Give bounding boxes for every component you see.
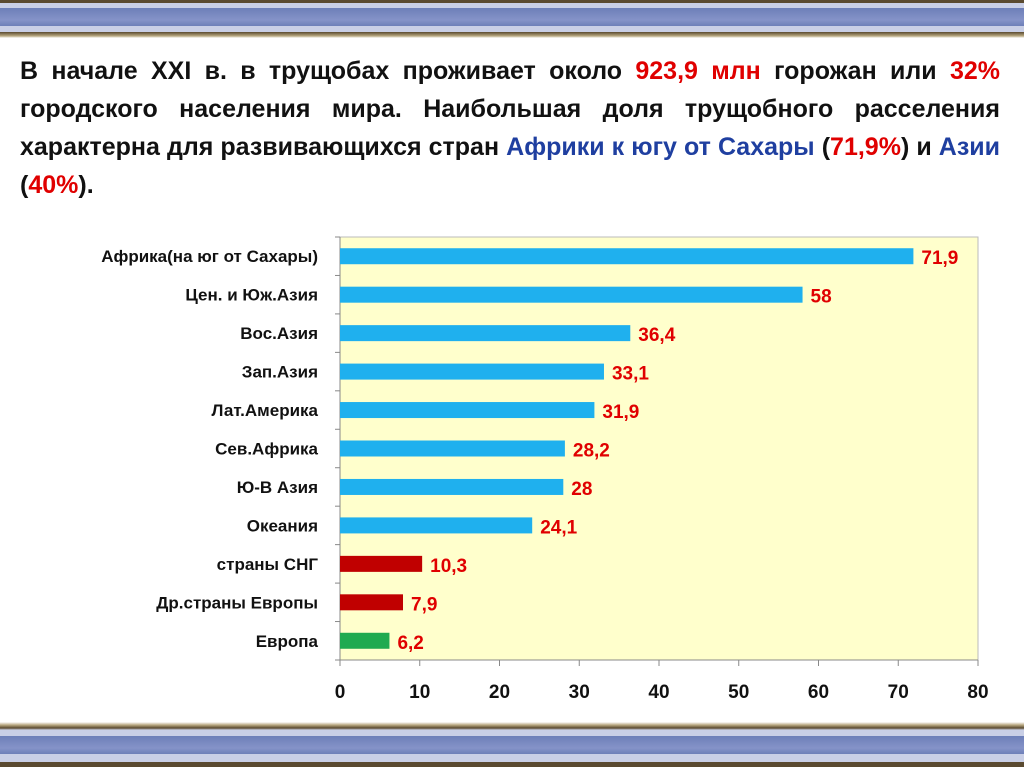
bar — [340, 478, 564, 495]
x-tick-label: 50 — [728, 682, 749, 703]
text-part: ( — [814, 133, 831, 161]
highlight-asia-percent: 40% — [28, 171, 79, 199]
text-part: ). — [78, 171, 94, 199]
x-tick-label: 30 — [569, 682, 590, 703]
bar — [340, 325, 631, 342]
intro-paragraph: В начале XXI в. в трущобах проживает око… — [20, 52, 1000, 204]
bar — [340, 402, 595, 419]
highlight-slum-population: 923,9 млн — [635, 57, 761, 85]
bar — [340, 286, 803, 303]
x-tick-label: 40 — [648, 682, 669, 703]
highlight-asia: Азии — [938, 133, 1000, 161]
x-tick-label: 20 — [489, 682, 510, 703]
category-label: Др.страны Европы — [156, 593, 318, 612]
text-part: горожан или — [760, 57, 950, 85]
bar — [340, 248, 914, 265]
text-part: ) и — [900, 133, 939, 161]
data-label: 7,9 — [411, 594, 437, 615]
highlight-percent: 32% — [949, 57, 1000, 85]
decorative-top-border — [0, 0, 1024, 40]
bar — [340, 555, 423, 572]
bar — [340, 517, 533, 534]
bar — [340, 594, 404, 611]
data-label: 24,1 — [540, 517, 577, 538]
data-label: 58 — [811, 287, 832, 308]
x-tick-label: 70 — [888, 682, 909, 703]
data-label: 6,2 — [397, 633, 423, 654]
x-tick-label: 80 — [967, 682, 988, 703]
bar — [340, 632, 390, 649]
category-label: Африка(на юг от Сахары) — [101, 247, 318, 266]
x-tick-label: 60 — [808, 682, 829, 703]
category-label: Океания — [247, 516, 318, 535]
highlight-africa: Африки к югу от Сахары — [506, 133, 815, 161]
category-label: страны СНГ — [217, 555, 319, 574]
bar — [340, 440, 565, 457]
category-label: Зап.Азия — [242, 363, 318, 382]
data-label: 10,3 — [430, 556, 467, 577]
data-label: 31,9 — [602, 402, 639, 423]
decorative-bottom-border — [0, 722, 1024, 767]
category-label: Европа — [256, 632, 319, 651]
bar — [340, 363, 604, 380]
data-label: 36,4 — [638, 325, 675, 346]
text-part: городского населения мира. Наибольшая до… — [20, 95, 1000, 161]
data-label: 33,1 — [612, 364, 649, 385]
data-label: 28 — [571, 479, 592, 500]
data-label: 28,2 — [573, 441, 610, 462]
text-part: В начале XXI в. в трущобах проживает око… — [20, 57, 636, 85]
category-label: Вос.Азия — [240, 324, 318, 343]
category-label: Ю-В Азия — [237, 478, 318, 497]
category-label: Сев.Африка — [215, 440, 318, 459]
x-tick-label: 10 — [409, 682, 430, 703]
highlight-africa-percent: 71,9% — [830, 133, 901, 161]
category-label: Цен. и Юж.Азия — [185, 286, 318, 305]
text-part: ( — [20, 171, 29, 199]
category-label: Лат.Америка — [212, 401, 319, 420]
data-label: 71,9 — [921, 248, 958, 269]
x-tick-label: 0 — [335, 682, 346, 703]
